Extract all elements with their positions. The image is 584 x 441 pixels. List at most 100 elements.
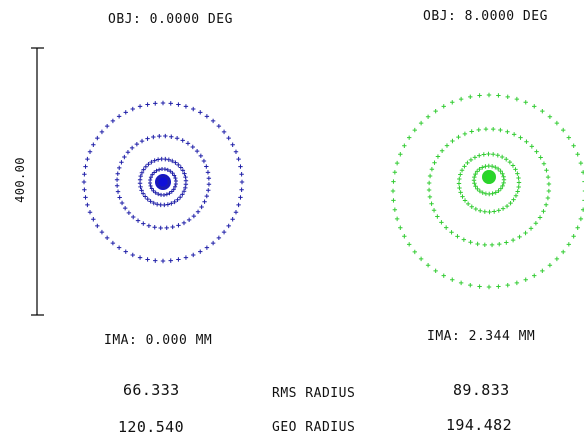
ray-intercept-mark (427, 173, 433, 179)
ray-intercept-mark (456, 134, 461, 140)
ray-intercept-mark (478, 208, 483, 213)
ray-intercept-mark (181, 220, 187, 226)
ray-intercept-mark (540, 268, 545, 274)
ray-intercept-mark (554, 120, 560, 126)
ray-intercept-mark (496, 188, 501, 194)
ray-intercept-mark (166, 183, 171, 187)
ray-intercept-mark (205, 170, 211, 175)
ray-intercept-mark (533, 221, 539, 226)
ray-intercept-mark (493, 165, 498, 170)
ray-intercept-mark (146, 223, 152, 228)
ray-intercept-mark (523, 230, 528, 236)
ray-intercept-mark (170, 158, 175, 164)
ray-intercept-mark (483, 126, 489, 132)
ray-intercept-mark (508, 200, 513, 206)
ray-intercept-mark (171, 187, 176, 192)
ray-intercept-mark (435, 214, 440, 219)
ray-intercept-mark (514, 96, 520, 102)
geo-radius-label: GEO RADIUS (272, 420, 356, 435)
ray-intercept-mark (507, 159, 513, 165)
ray-intercept-mark (513, 167, 518, 172)
ray-intercept-mark (490, 126, 496, 132)
ray-intercept-mark (500, 206, 506, 211)
ray-intercept-mark (104, 123, 110, 129)
ray-intercept-mark (157, 167, 162, 172)
ray-intercept-mark (145, 136, 150, 141)
ray-intercept-mark (170, 224, 175, 230)
ray-intercept-mark (580, 207, 584, 212)
ray-intercept-mark (483, 191, 489, 196)
ray-intercept-mark (238, 195, 243, 200)
ray-intercept-mark (239, 179, 245, 185)
ray-intercept-mark (146, 161, 151, 167)
ray-intercept-mark (145, 257, 150, 262)
ray-intercept-mark (561, 249, 566, 255)
object-field-label-left: OBJ: 0.0000 DEG (108, 12, 233, 27)
ray-intercept-mark (475, 241, 480, 247)
ray-intercept-mark (85, 156, 90, 162)
ray-intercept-mark (176, 102, 181, 107)
ray-intercept-mark (167, 191, 172, 196)
ray-intercept-mark (180, 138, 185, 143)
ray-intercept-mark (391, 179, 396, 184)
ray-intercept-mark (516, 180, 522, 185)
ray-intercept-mark (158, 185, 162, 190)
ray-intercept-mark (482, 209, 488, 214)
ray-intercept-mark (540, 108, 545, 114)
ray-intercept-mark (582, 181, 584, 183)
ray-intercept-mark (157, 133, 162, 139)
ray-intercept-mark (148, 175, 153, 180)
ray-intercept-mark (123, 110, 128, 115)
ray-intercept-mark (143, 164, 149, 169)
ray-intercept-mark (140, 191, 146, 196)
ray-intercept-mark (123, 249, 128, 254)
ray-intercept-mark (458, 96, 464, 102)
ray-intercept-mark (173, 179, 178, 184)
ray-intercept-mark (477, 188, 483, 194)
ray-intercept-mark (505, 129, 510, 134)
ray-intercept-mark (433, 108, 438, 114)
ray-intercept-mark (137, 104, 143, 109)
ray-intercept-mark (486, 284, 492, 290)
ray-intercept-mark (505, 94, 510, 100)
ray-intercept-mark (226, 223, 231, 229)
ray-intercept-mark (580, 170, 584, 175)
ray-intercept-mark (238, 164, 243, 169)
ray-intercept-mark (158, 225, 163, 231)
ray-intercept-mark (164, 192, 169, 197)
ray-intercept-mark (491, 177, 496, 182)
ray-intercept-mark (462, 198, 468, 203)
ray-intercept-mark (543, 202, 549, 207)
ray-intercept-mark (198, 110, 203, 115)
ray-intercept-mark (578, 160, 584, 166)
ray-intercept-mark (491, 172, 496, 177)
ray-intercept-mark (469, 204, 474, 209)
ray-intercept-mark (457, 185, 462, 191)
ray-intercept-mark (142, 194, 148, 199)
ray-intercept-mark (183, 104, 189, 109)
ray-intercept-mark (406, 135, 412, 140)
ray-intercept-mark (151, 188, 156, 193)
ray-intercept-mark (394, 160, 400, 166)
ray-intercept-mark (492, 175, 496, 179)
ray-intercept-mark (149, 186, 154, 191)
ray-intercept-mark (198, 249, 203, 254)
ray-intercept-mark (163, 133, 168, 139)
ray-intercept-mark (173, 184, 178, 189)
ray-intercept-mark (153, 190, 158, 195)
ray-intercept-mark (154, 202, 160, 207)
ray-intercept-mark (431, 208, 437, 213)
ray-intercept-mark (164, 174, 168, 179)
ray-intercept-mark (204, 164, 209, 169)
ray-intercept-mark (458, 280, 464, 286)
spot-diagram-on-axis (81, 100, 245, 264)
ray-intercept-mark (458, 172, 463, 177)
ray-intercept-mark (390, 188, 396, 194)
ray-intercept-mark (473, 171, 478, 177)
ray-intercept-mark (504, 157, 509, 162)
ray-intercept-mark (176, 162, 181, 168)
ray-intercept-mark (545, 195, 551, 201)
ray-intercept-mark (439, 220, 444, 225)
ray-intercept-mark (139, 138, 145, 144)
